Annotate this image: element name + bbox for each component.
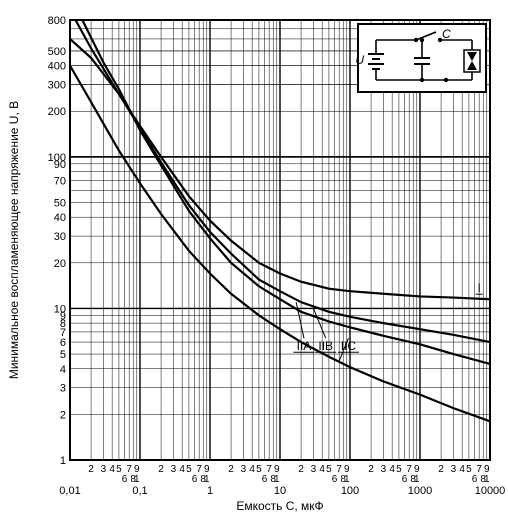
curve-label-IIB: IIB: [318, 339, 333, 353]
y-tick-label: 500: [48, 46, 66, 58]
x-minor-label: 4: [319, 464, 325, 475]
x-minor-label: 2: [298, 464, 304, 475]
curve-label-I: I: [477, 281, 480, 295]
x-axis-label: Емкость C, мкФ: [236, 499, 323, 513]
x-minor-label: 4: [459, 464, 465, 475]
y-tick-label: 70: [54, 175, 66, 187]
x-major-label: 100: [341, 485, 359, 497]
x-minor-label: 4: [389, 464, 395, 475]
x-major-label: 0,1: [132, 485, 147, 497]
y-tick-label: 40: [54, 212, 66, 224]
x-minor-label: 6: [402, 474, 408, 485]
y-axis-label: Минимальное воспламеняющее напряжение U,…: [7, 101, 21, 379]
y-tick-label: 5: [60, 349, 66, 361]
x-minor-label: 6: [122, 474, 128, 485]
x-minor-label: 2: [368, 464, 374, 475]
x-major-label: 0,01: [59, 485, 80, 497]
x-minor-label: 3: [451, 464, 457, 475]
x-minor-label: 4: [249, 464, 255, 475]
x-major-label: 1000: [408, 485, 432, 497]
x-minor-label: 3: [241, 464, 247, 475]
x-minor-label: 4: [109, 464, 115, 475]
y-tick-label: 30: [54, 231, 66, 243]
x-major-label: 1: [207, 485, 213, 497]
y-tick-label: 50: [54, 197, 66, 209]
x-minor-label: 3: [381, 464, 387, 475]
y-tick-label: 20: [54, 258, 66, 270]
x-minor-label: 2: [438, 464, 444, 475]
y-tick-label: 400: [48, 61, 66, 73]
y-tick-label: 3: [60, 383, 66, 395]
ignition-chart: IIIAIIBIIC123456789102030405070901002003…: [0, 0, 508, 525]
x-minor-label: 3: [171, 464, 177, 475]
x-minor-label: 1: [134, 474, 140, 485]
y-tick-label: 4: [60, 364, 66, 376]
x-minor-label: 3: [311, 464, 317, 475]
x-minor-label: 1: [204, 474, 210, 485]
y-tick-label: 1: [60, 455, 66, 467]
y-tick-label: 200: [48, 106, 66, 118]
y-tick-label: 100: [48, 152, 66, 164]
y-tick-label: 2: [60, 409, 66, 421]
y-tick-label: 10: [54, 303, 66, 315]
inset-label-U: U: [355, 53, 364, 67]
x-minor-label: 1: [414, 474, 420, 485]
inset-schematic: UC: [355, 24, 486, 92]
x-major-label: 10000: [475, 485, 506, 497]
x-minor-label: 1: [484, 474, 490, 485]
x-minor-label: 1: [274, 474, 280, 485]
inset-label-C: C: [442, 27, 451, 41]
y-tick-label: 800: [48, 15, 66, 27]
x-minor-label: 6: [472, 474, 478, 485]
y-tick-label: 300: [48, 80, 66, 92]
x-minor-label: 6: [262, 474, 268, 485]
x-minor-label: 2: [158, 464, 164, 475]
x-minor-label: 2: [88, 464, 94, 475]
x-minor-label: 6: [332, 474, 338, 485]
x-minor-label: 1: [344, 474, 350, 485]
x-minor-label: 2: [228, 464, 234, 475]
x-minor-label: 4: [179, 464, 185, 475]
x-major-label: 10: [274, 485, 286, 497]
x-minor-label: 3: [101, 464, 107, 475]
x-minor-label: 6: [192, 474, 198, 485]
curve-label-IIA: IIA: [297, 339, 312, 353]
chart-svg: IIIAIIBIIC123456789102030405070901002003…: [0, 0, 508, 525]
